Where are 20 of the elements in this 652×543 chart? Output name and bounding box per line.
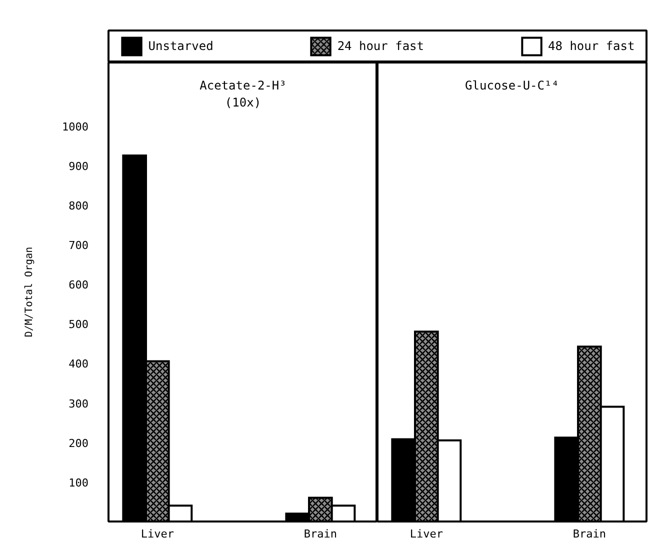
y-tick-label: 600 xyxy=(68,278,89,292)
y-tick-label: 200 xyxy=(68,436,89,450)
text: Acetate-2-H³ (10x) xyxy=(200,78,286,110)
y-tick-label: 800 xyxy=(68,199,89,212)
y-tick-label: 500 xyxy=(68,318,89,332)
x-tick-label: Liver xyxy=(410,528,444,540)
legend-label: Unstarved xyxy=(148,39,214,53)
legend-label: 48 hour fast xyxy=(548,39,635,53)
y-axis-title: D/M/Total Organ xyxy=(24,246,36,338)
legend-label: 24 hour fast xyxy=(337,39,424,53)
x-tick-label: Liver xyxy=(140,528,174,540)
y-tick-label: 700 xyxy=(68,239,89,252)
y-tick-label: 300 xyxy=(68,397,89,410)
y-tick-label: 100 xyxy=(68,476,89,490)
y-tick-label: 1000 xyxy=(62,120,89,134)
x-tick-label: Brain xyxy=(572,528,606,540)
y-tick-label: 400 xyxy=(68,358,89,371)
y-tick-label: 900 xyxy=(68,160,89,173)
x-tick-label: Brain xyxy=(304,528,338,540)
text: Glucose-U-C¹⁴ xyxy=(465,78,559,92)
